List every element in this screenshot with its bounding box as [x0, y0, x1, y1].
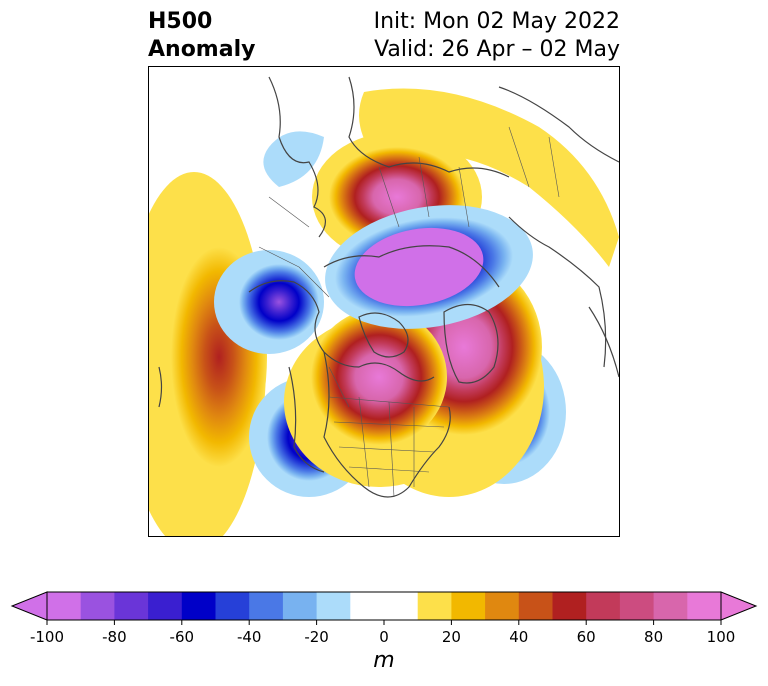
colorbar-ticks: -100 -80 -60 -40 -20 0 20 40 60 80 100	[30, 620, 735, 646]
title-line-2: Anomaly	[148, 37, 256, 62]
colorbar-segment	[316, 592, 351, 620]
colorbar-segment	[282, 592, 318, 620]
colorbar-tick-label: -20	[304, 628, 329, 646]
colorbar-segment	[552, 592, 587, 620]
colorbar-tick-label: -40	[237, 628, 262, 646]
colorbar-segment	[653, 592, 688, 620]
colorbar-tick-label: 20	[442, 628, 461, 646]
colorbar-units: m	[373, 648, 395, 673]
map-svg	[149, 76, 619, 536]
colorbar-segment	[485, 592, 520, 620]
colorbar-tick-label: 0	[379, 628, 389, 646]
colorbar-tick-label: -60	[170, 628, 195, 646]
colorbar-over-arrow	[720, 591, 758, 621]
colorbar-tick-label: 40	[509, 628, 528, 646]
anomaly-map	[148, 66, 620, 537]
date-info: Init: Mon 02 May 2022 Valid: 26 Apr – 02…	[374, 8, 620, 64]
init-date: Init: Mon 02 May 2022	[373, 9, 620, 34]
colorbar-segment	[451, 592, 486, 620]
chart-title: H500 Anomaly	[148, 8, 255, 64]
colorbar-segment	[586, 592, 621, 620]
negative-anomaly-alaska	[239, 264, 319, 340]
colorbar-segment	[114, 592, 149, 620]
colorbar-segment	[249, 592, 284, 620]
positive-anomaly-siberia	[359, 88, 619, 268]
colorbar-tick-label: 60	[577, 628, 596, 646]
colorbar-segment	[181, 592, 216, 620]
political-borders	[258, 126, 560, 498]
colorbar-tick-label: -100	[30, 628, 64, 646]
colorbar-tick-label: 100	[707, 628, 736, 646]
colorbar-segment	[47, 592, 82, 620]
colorbar-tick-label: 80	[644, 628, 663, 646]
colorbar-segments	[47, 592, 722, 620]
colorbar-segment	[148, 592, 183, 620]
colorbar-segment	[215, 592, 250, 620]
coastlines	[158, 76, 619, 498]
title-line-1: H500	[148, 9, 213, 34]
colorbar-segment	[687, 592, 722, 620]
colorbar-under-arrow	[10, 591, 48, 621]
colorbar-segment	[619, 592, 655, 620]
colorbar-segment	[417, 592, 452, 620]
anomaly-fields	[149, 88, 619, 536]
positive-anomaly-canada	[311, 309, 447, 445]
colorbar-tick-label: -80	[102, 628, 127, 646]
valid-dates: Valid: 26 Apr – 02 May	[374, 37, 620, 62]
colorbar-segment	[384, 592, 419, 620]
colorbar-segment	[518, 592, 553, 620]
colorbar-segment	[350, 592, 385, 620]
colorbar: -100 -80 -60 -40 -20 0 20 40 60 80 100	[10, 591, 758, 646]
colorbar-segment	[80, 592, 115, 620]
